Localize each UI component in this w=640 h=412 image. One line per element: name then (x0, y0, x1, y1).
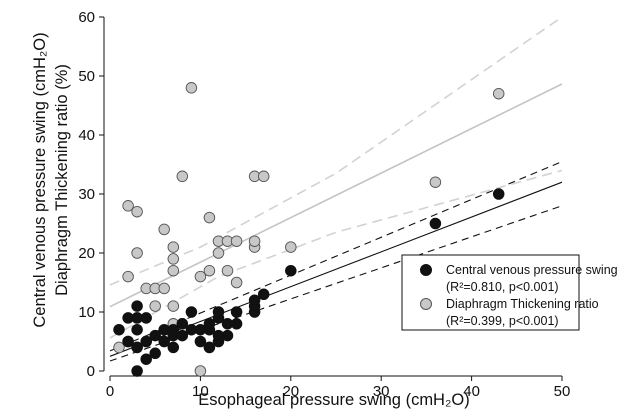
legend-label-cvp: Central venous pressure swing (446, 263, 618, 277)
y-tick-label: 60 (78, 9, 95, 26)
legend-marker-dtr (420, 298, 432, 310)
data-point-cvp (122, 335, 134, 348)
x-tick-label: 30 (373, 383, 390, 400)
data-point-cvp (149, 329, 161, 342)
data-point-dtr (167, 300, 180, 312)
x-tick-label: 50 (554, 383, 571, 400)
data-point-cvp (131, 300, 143, 312)
x-tick-label: 20 (282, 383, 299, 400)
data-point-dtr (158, 282, 170, 295)
data-point-cvp (149, 347, 161, 360)
data-point-dtr (221, 264, 234, 277)
data-point-dtr (176, 170, 189, 183)
data-point-cvp (285, 264, 297, 277)
y-tick-label: 40 (78, 127, 95, 144)
data-point-cvp (131, 365, 143, 377)
data-point-dtr (113, 341, 125, 354)
data-point-dtr (212, 247, 225, 259)
data-point-cvp (158, 335, 170, 348)
data-point-cvp (203, 341, 216, 354)
data-point-dtr (131, 205, 143, 218)
data-point-dtr (167, 253, 180, 265)
x-tick-label: 10 (192, 383, 209, 400)
data-point-dtr (230, 235, 243, 247)
y-tick-label: 30 (78, 186, 95, 203)
y-tick-label: 10 (78, 304, 95, 321)
data-point-dtr (149, 300, 161, 312)
data-point-dtr (429, 176, 442, 188)
data-point-dtr (230, 276, 243, 289)
data-point-cvp (140, 312, 152, 324)
data-point-dtr (492, 87, 505, 100)
data-point-cvp (176, 329, 189, 342)
data-point-cvp (131, 341, 143, 354)
data-point-dtr (122, 200, 134, 212)
y-axis-title-line1: Central venous pressure swing (cmH₂O) (31, 32, 49, 327)
data-point-dtr (158, 223, 170, 236)
data-point-dtr (194, 365, 207, 377)
legend-marker-cvp (420, 264, 432, 276)
data-point-cvp (113, 323, 125, 336)
data-point-cvp (167, 323, 180, 336)
data-point-cvp (194, 335, 207, 348)
data-point-dtr (203, 264, 216, 277)
data-point-cvp (131, 323, 143, 336)
data-point-dtr (203, 211, 216, 224)
x-tick-label: 40 (463, 383, 480, 400)
legend: Central venous pressure swing (R²=0.810,… (401, 254, 618, 331)
regression-line (109, 83, 563, 308)
legend-label-dtr: Diaphragm Thickening ratio (446, 297, 599, 311)
data-point-cvp (140, 353, 152, 365)
data-point-dtr (285, 241, 297, 253)
ci-upper-line (109, 161, 563, 352)
data-point-dtr (185, 82, 198, 94)
data-point-cvp (203, 318, 216, 330)
data-point-dtr (248, 235, 261, 247)
data-point-dtr (167, 241, 180, 253)
y-tick-label: 0 (87, 363, 95, 380)
x-axis-title: Esophageal pressure swing (cmH₂O) (198, 391, 469, 409)
legend-box (401, 254, 580, 331)
data-points (113, 82, 505, 377)
data-point-dtr (257, 170, 270, 183)
data-point-cvp (492, 188, 505, 200)
data-point-dtr (167, 264, 180, 277)
x-tick-label: 0 (106, 383, 114, 400)
data-point-cvp (185, 306, 198, 318)
data-point-cvp (257, 288, 270, 301)
data-point-dtr (194, 270, 207, 283)
data-point-cvp (248, 294, 261, 306)
data-point-dtr (122, 270, 134, 283)
legend-stats-dtr: (R²=0.399, p<0.001) (446, 314, 559, 328)
data-point-cvp (230, 306, 243, 318)
data-point-cvp (140, 335, 152, 348)
y-tick-label: 20 (78, 245, 95, 262)
ci-upper-line (109, 16, 563, 286)
data-point-cvp (429, 217, 442, 230)
data-point-cvp (176, 318, 189, 330)
axis-ticks: 0 10 20 30 40 50 0 10 20 30 40 50 60 (78, 9, 570, 400)
y-axis-title-line2: Diaphragm Thickening ratio (%) (53, 64, 71, 296)
data-point-dtr (131, 247, 143, 259)
legend-stats-cvp: (R²=0.810, p<0.001) (446, 280, 559, 294)
ci-lower-line (109, 205, 563, 362)
y-tick-label: 50 (78, 68, 95, 85)
data-point-cvp (230, 318, 243, 330)
data-point-cvp (221, 329, 234, 342)
data-point-cvp (167, 341, 180, 354)
data-point-cvp (212, 306, 225, 318)
